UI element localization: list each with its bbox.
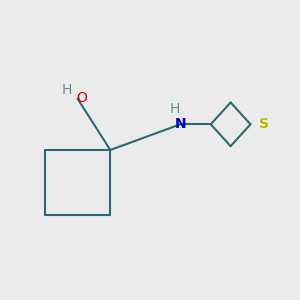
Text: N: N: [175, 117, 186, 131]
Text: H: H: [62, 83, 73, 97]
Text: S: S: [259, 117, 269, 131]
Text: H: H: [169, 102, 180, 116]
Text: O: O: [76, 91, 87, 105]
